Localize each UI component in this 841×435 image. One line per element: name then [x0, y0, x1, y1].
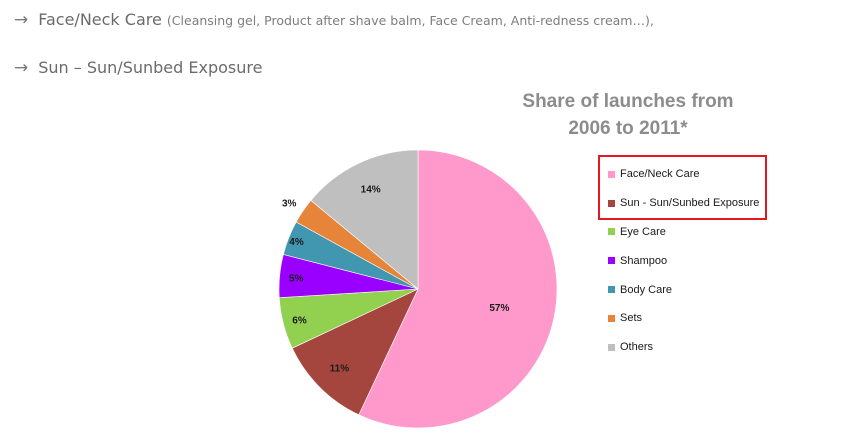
- legend-swatch: [608, 170, 615, 178]
- legend-item-others: Others: [608, 333, 759, 362]
- legend-swatch: [608, 228, 615, 236]
- pie-label-sets: 3%: [282, 198, 297, 209]
- pie-slice-face-neck-care: [358, 149, 558, 429]
- pie-label-others: 14%: [361, 184, 381, 195]
- legend-swatch: [608, 199, 615, 207]
- legend-item-sun-sun-sunbed-exposure: Sun - Sun/Sunbed Exposure: [608, 189, 759, 218]
- chart-title-line-2: 2006 to 2011*: [568, 118, 688, 139]
- bullet-text: Face/Neck Care: [38, 10, 162, 29]
- legend-swatch: [608, 343, 615, 351]
- legend-item-face-neck-care: Face/Neck Care: [608, 160, 759, 189]
- pie-label-face-neck-care: 57%: [489, 303, 509, 314]
- bullet-detail: (Cleansing gel, Product after shave balm…: [166, 13, 654, 28]
- legend-item-eye-care: Eye Care: [608, 218, 759, 247]
- bullet-sun-exposure: → Sun – Sun/Sunbed Exposure: [14, 58, 262, 78]
- legend-highlight-box: [598, 155, 767, 220]
- pie-label-shampoo: 5%: [289, 273, 304, 284]
- arrow-right-icon: →: [14, 58, 29, 78]
- legend-item-body-care: Body Care: [608, 275, 759, 304]
- chart-legend: Face/Neck Care Sun - Sun/Sunbed Exposure E…: [608, 160, 759, 362]
- pie-label-sun-sun-sunbed-exposure: 11%: [330, 364, 350, 375]
- legend-swatch: [608, 314, 615, 322]
- legend-label: Face/Neck Care: [620, 168, 700, 181]
- legend-label: Eye Care: [620, 225, 666, 238]
- legend-item-shampoo: Shampoo: [608, 246, 759, 275]
- legend-label: Sets: [620, 312, 643, 325]
- arrow-right-icon: →: [14, 10, 29, 30]
- legend-swatch: [608, 286, 615, 294]
- legend-label: Others: [620, 341, 654, 354]
- pie-slice-others: [310, 149, 419, 290]
- legend-swatch: [608, 257, 615, 265]
- legend-item-sets: Sets: [608, 304, 759, 333]
- pie-label-eye-care: 6%: [292, 315, 307, 326]
- bullet-text: Sun – Sun/Sunbed Exposure: [38, 58, 263, 77]
- pie-slice-sun-sun-sunbed-exposure: [291, 288, 419, 416]
- pie-label-body-care: 4%: [289, 237, 304, 248]
- chart-title-line-1: Share of launches from: [522, 91, 734, 112]
- legend-label: Body Care: [620, 283, 672, 296]
- chart-title: Share of launches from 2006 to 2011*: [488, 88, 768, 142]
- legend-label: Sun - Sun/Sunbed Exposure: [620, 197, 760, 210]
- legend-label: Shampoo: [620, 254, 668, 267]
- bullet-face-neck-care: → Face/Neck Care (Cleansing gel, Product …: [14, 10, 654, 30]
